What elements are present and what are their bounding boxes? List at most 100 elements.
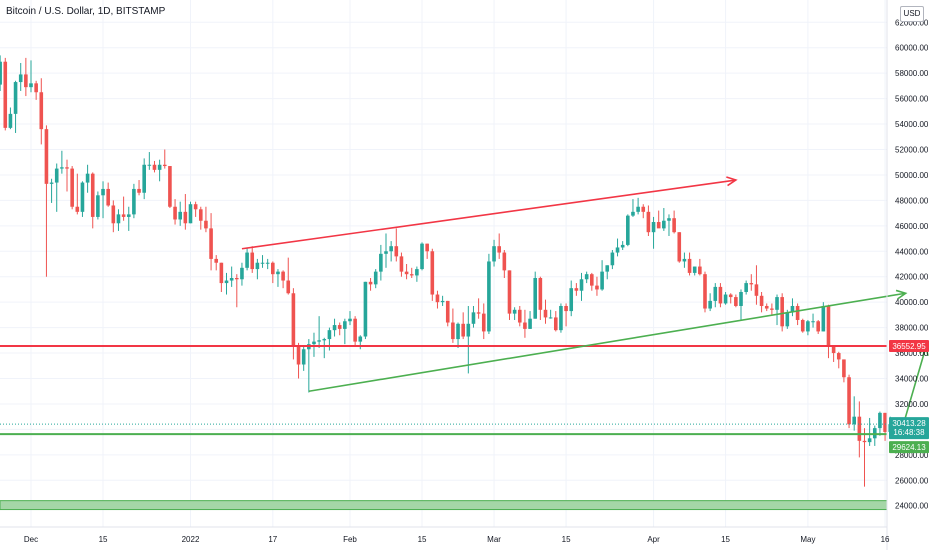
price-tick-label: 24000.00 bbox=[895, 502, 929, 511]
candle bbox=[70, 166, 74, 210]
candle-body bbox=[75, 206, 80, 212]
arrow-head bbox=[895, 289, 908, 300]
candle-body bbox=[126, 214, 131, 217]
candle bbox=[775, 294, 779, 326]
candle bbox=[415, 266, 419, 282]
candle bbox=[399, 252, 404, 277]
price-tick-label: 44000.00 bbox=[895, 247, 929, 256]
candle-body bbox=[198, 209, 203, 221]
candle-body bbox=[497, 246, 501, 253]
candle bbox=[13, 80, 18, 133]
lower-trend-arrow[interactable] bbox=[308, 289, 908, 393]
candle-body bbox=[646, 211, 651, 233]
candle-body bbox=[425, 243, 429, 252]
candle-body bbox=[600, 271, 604, 290]
trend-line[interactable] bbox=[241, 179, 736, 250]
candle bbox=[682, 252, 687, 268]
price-tick-label: 40000.00 bbox=[895, 298, 929, 307]
candle bbox=[569, 280, 574, 317]
candle-body bbox=[178, 211, 183, 220]
candle-body bbox=[240, 267, 244, 280]
candle-body bbox=[780, 297, 784, 327]
candle-body bbox=[0, 61, 2, 85]
candle-body bbox=[734, 297, 738, 306]
candle bbox=[250, 246, 255, 273]
candle bbox=[816, 319, 820, 334]
candle bbox=[698, 258, 702, 276]
grid bbox=[0, 0, 887, 527]
candle-body bbox=[708, 300, 712, 309]
candle bbox=[708, 293, 712, 312]
time-tick-label: 16 bbox=[881, 535, 890, 544]
candle bbox=[728, 293, 733, 304]
candle-body bbox=[548, 317, 553, 319]
price-axis[interactable]: 24000.0026000.0028000.0030000.0032000.00… bbox=[895, 18, 929, 510]
candle bbox=[574, 283, 579, 296]
trend-line[interactable] bbox=[308, 292, 906, 393]
candle-body bbox=[816, 321, 820, 332]
candle bbox=[132, 183, 136, 219]
candle-body bbox=[358, 336, 363, 342]
candle bbox=[348, 311, 352, 326]
upper-trend-arrow[interactable] bbox=[241, 176, 738, 250]
price-tick-label: 28000.00 bbox=[895, 451, 929, 460]
candle bbox=[764, 303, 769, 312]
candle-body bbox=[821, 305, 826, 332]
currency-button[interactable]: USD bbox=[900, 6, 924, 22]
candle-body bbox=[502, 252, 507, 271]
time-axis[interactable]: Dec15202217Feb15Mar15Apr15May16Jun15Jul1… bbox=[24, 535, 932, 544]
candle-body bbox=[590, 274, 594, 286]
candle bbox=[34, 80, 38, 100]
candle bbox=[317, 316, 321, 348]
candle-body bbox=[265, 262, 270, 264]
candle-body bbox=[245, 252, 249, 268]
candle bbox=[49, 178, 54, 203]
candle bbox=[749, 274, 754, 291]
candle-body bbox=[605, 265, 610, 272]
candle bbox=[157, 159, 162, 182]
candle bbox=[29, 60, 33, 93]
time-tick-label: 15 bbox=[721, 535, 730, 544]
candle-body bbox=[332, 325, 337, 331]
candle bbox=[363, 281, 368, 340]
candle-body bbox=[399, 256, 404, 272]
candle bbox=[857, 401, 862, 458]
horizontal-levels[interactable] bbox=[0, 345, 887, 436]
candle-body bbox=[90, 173, 95, 217]
resistance-price-tag: 36552.95 bbox=[889, 340, 929, 353]
candle-body bbox=[29, 83, 33, 88]
candle bbox=[173, 199, 177, 225]
candle bbox=[312, 332, 316, 357]
candle bbox=[296, 342, 301, 379]
candle-body bbox=[142, 164, 146, 193]
candle bbox=[538, 276, 543, 320]
time-tick-label: 15 bbox=[418, 535, 427, 544]
candle bbox=[595, 276, 599, 296]
support-price-tag-text: 29624.13 bbox=[892, 443, 926, 452]
candle bbox=[209, 213, 213, 271]
candle-body bbox=[373, 271, 378, 285]
candle bbox=[713, 283, 718, 308]
candle-body bbox=[204, 220, 208, 229]
candle-body bbox=[85, 173, 90, 183]
time-tick-label: Mar bbox=[487, 535, 501, 544]
candle-body bbox=[507, 270, 512, 314]
time-tick-label: Feb bbox=[343, 535, 357, 544]
candle bbox=[286, 257, 291, 295]
candle bbox=[492, 239, 496, 267]
candle bbox=[116, 209, 121, 231]
candle bbox=[507, 270, 512, 320]
candle-body bbox=[60, 167, 64, 169]
candle-body bbox=[857, 416, 862, 441]
candle bbox=[214, 255, 219, 271]
candle bbox=[610, 250, 615, 270]
time-tick-label: Apr bbox=[647, 535, 660, 544]
candle bbox=[425, 243, 429, 259]
candle bbox=[291, 288, 296, 360]
candle-body bbox=[106, 188, 110, 206]
trend-drawings[interactable] bbox=[241, 176, 929, 435]
candle bbox=[229, 266, 234, 287]
